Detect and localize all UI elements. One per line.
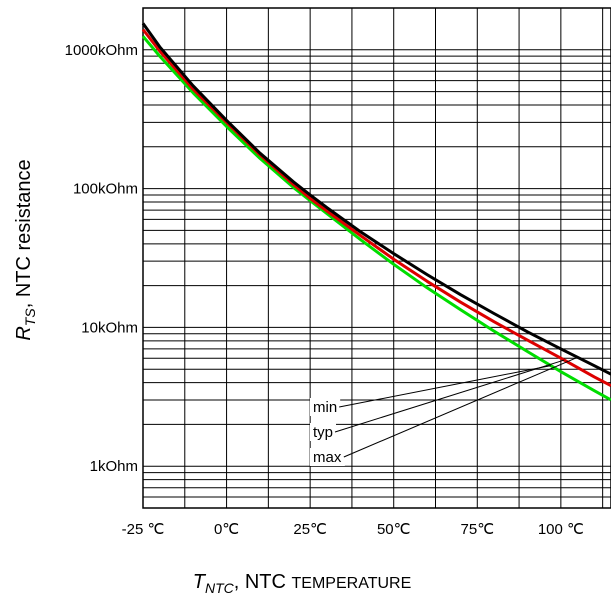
annotation-leader-line bbox=[339, 365, 551, 408]
x-tick-label: 25℃ bbox=[293, 521, 327, 538]
x-tick-label: 100 ℃ bbox=[538, 521, 584, 538]
annotations: min typ max bbox=[310, 356, 578, 466]
y-tick-label: 1000kOhm bbox=[65, 42, 138, 59]
x-tick-label: 50℃ bbox=[377, 521, 411, 538]
y-tick-label: 10kOhm bbox=[81, 319, 138, 336]
grid-lines bbox=[142, 7, 611, 509]
x-tick-labels: -25 ℃ 0℃ 25℃ 50℃ 75℃ 100 ℃ bbox=[122, 521, 584, 538]
annotation-label-typ: typ bbox=[313, 424, 333, 441]
annotation-leader-line bbox=[334, 359, 565, 433]
annotation-label-background bbox=[310, 448, 345, 466]
annotation-label-background bbox=[310, 423, 337, 441]
y-tick-label: 100kOhm bbox=[73, 181, 138, 198]
annotation-label-background bbox=[310, 398, 341, 416]
x-tick-label: 0℃ bbox=[214, 521, 239, 538]
y-tick-labels: 1kOhm 10kOhm 100kOhm 1000kOhm bbox=[65, 42, 138, 475]
x-tick-label: 75℃ bbox=[461, 521, 495, 538]
x-axis-title: TNTC, NTC TEMPERATURE bbox=[193, 571, 412, 596]
series-lines bbox=[141, 22, 611, 402]
annotation-label-min: min bbox=[313, 399, 337, 416]
y-tick-label: 1kOhm bbox=[90, 458, 138, 475]
y-axis-title: RTS, NTC resistance bbox=[13, 159, 38, 340]
series-line-max bbox=[141, 22, 611, 376]
series-line-typ bbox=[141, 28, 611, 388]
plot-frame bbox=[142, 7, 611, 509]
annotation-leader-line bbox=[343, 356, 578, 458]
series-line-min bbox=[141, 35, 611, 402]
x-tick-label: -25 ℃ bbox=[122, 521, 165, 538]
annotation-label-max: max bbox=[313, 449, 342, 466]
